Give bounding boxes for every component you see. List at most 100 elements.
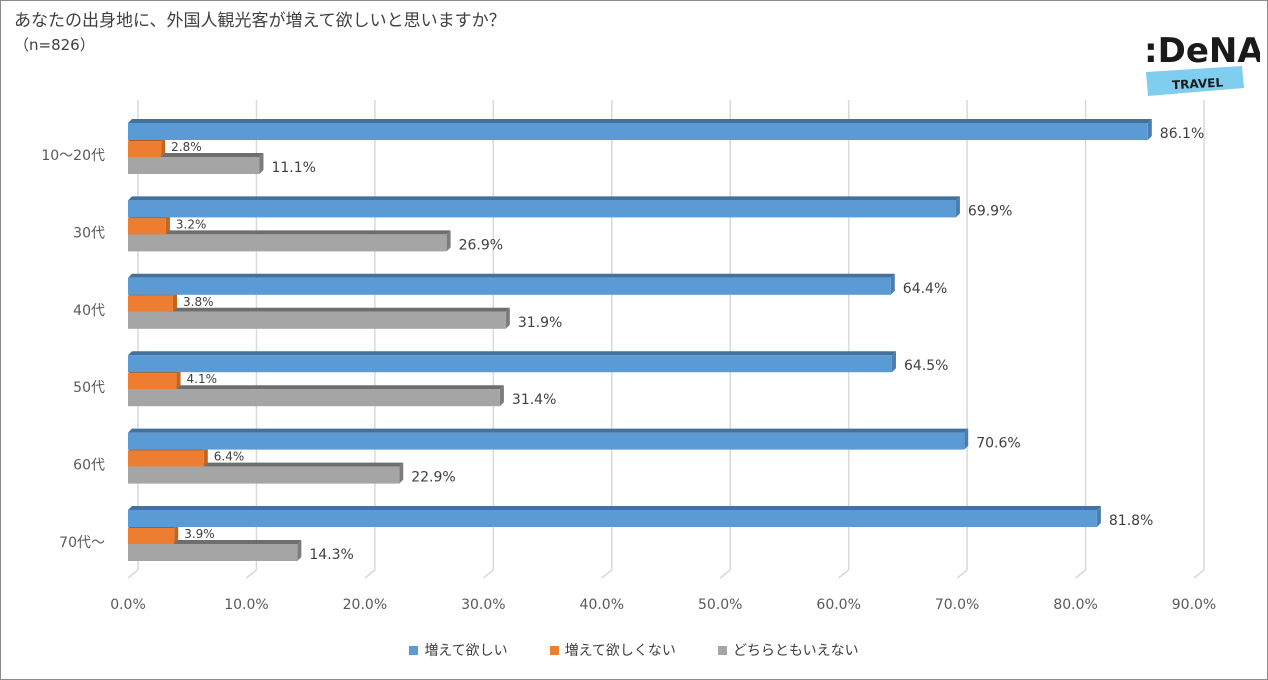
category-label: 10～20代 <box>41 148 105 164</box>
gridline-floor <box>1075 569 1087 579</box>
svg-text:TRAVEL: TRAVEL <box>1172 76 1224 93</box>
bar-top-face <box>128 506 1101 510</box>
legend: 増えて欲しい 増えて欲しくない どちらともいえない <box>0 640 1268 660</box>
svg-text::DeNA: :DeNA <box>1144 31 1260 71</box>
bar-top-face <box>128 273 895 278</box>
legend-label: どちらともいえない <box>732 643 859 659</box>
bar-top-face <box>128 351 896 356</box>
bar-4-0 <box>128 432 965 450</box>
bar-top-face <box>128 230 451 235</box>
legend-swatch <box>549 645 559 655</box>
data-label: 3.2% <box>176 217 207 231</box>
legend-swatch <box>717 645 727 655</box>
bar-2-1 <box>128 295 174 312</box>
bar-top-face <box>128 307 510 312</box>
data-label: 4.1% <box>187 372 218 386</box>
data-label: 69.9% <box>968 203 1012 219</box>
bar-top-face <box>128 428 969 433</box>
x-tick-label: 10.0% <box>224 597 268 613</box>
bar-side-face <box>176 369 181 390</box>
data-label: 3.8% <box>183 295 214 309</box>
data-label: 14.3% <box>309 547 353 563</box>
dena-travel-logo: :DeNA TRAVEL <box>1144 31 1260 96</box>
legend-item: どちらともいえない <box>717 640 859 660</box>
chart-title: あなたの出身地に、外国人観光客が増えて欲しいと思いますか？ <box>14 11 506 31</box>
gridline-floor <box>245 569 257 579</box>
bar-1-1 <box>128 218 166 235</box>
data-label: 64.5% <box>904 358 948 374</box>
gridline-floor <box>838 569 850 579</box>
gridline-floor <box>956 569 968 579</box>
gridline-floor <box>1193 569 1205 579</box>
bar-side-face <box>165 214 170 235</box>
legend-label: 増えて欲しい <box>424 643 508 659</box>
bar-5-0 <box>128 510 1097 527</box>
bar-side-face <box>505 307 510 329</box>
bar-0-2 <box>128 157 260 174</box>
data-label: 64.4% <box>903 281 947 297</box>
x-tick-label: 0.0% <box>110 597 146 613</box>
data-label: 6.4% <box>214 450 245 464</box>
x-tick-label: 70.0% <box>935 597 979 613</box>
gridline-floor <box>601 569 613 579</box>
bar-side-face <box>297 540 302 561</box>
x-tick-label: 40.0% <box>580 597 624 613</box>
bar-4-2 <box>128 466 400 484</box>
data-label: 26.9% <box>459 237 503 253</box>
data-label: 11.1% <box>271 160 315 176</box>
data-label: 22.9% <box>411 470 455 486</box>
legend-item: 増えて欲しい <box>409 640 508 660</box>
data-label: 70.6% <box>976 436 1020 452</box>
category-label: 40代 <box>73 303 105 319</box>
data-label: 81.8% <box>1109 513 1153 529</box>
bar-2-2 <box>128 311 506 329</box>
data-label: 31.9% <box>518 315 562 331</box>
bar-side-face <box>446 230 451 252</box>
x-tick-label: 80.0% <box>1053 597 1097 613</box>
bar-4-1 <box>128 450 204 467</box>
bar-side-face <box>203 446 208 467</box>
bar-side-face <box>1096 506 1101 527</box>
data-label: 31.4% <box>512 392 556 408</box>
x-tick-label: 20.0% <box>343 597 387 613</box>
bar-1-0 <box>128 200 956 218</box>
bar-side-face <box>399 462 404 484</box>
category-label: 70代～ <box>59 535 105 551</box>
legend-swatch <box>409 645 419 655</box>
x-tick-label: 30.0% <box>461 597 505 613</box>
bar-2-0 <box>128 277 891 295</box>
data-label: 2.8% <box>171 140 202 154</box>
gridline-floor <box>482 569 494 579</box>
bar-side-face <box>955 196 960 218</box>
x-tick-label: 90.0% <box>1172 597 1216 613</box>
bar-1-2 <box>128 234 447 252</box>
legend-label: 増えて欲しくない <box>564 643 676 659</box>
bar-side-face <box>964 428 969 450</box>
bar-3-2 <box>128 389 500 407</box>
data-label: 3.9% <box>184 527 215 541</box>
bar-3-0 <box>128 355 892 373</box>
bar-side-face <box>1147 119 1152 140</box>
data-label: 86.1% <box>1160 126 1204 142</box>
gridline-floor <box>364 569 376 579</box>
bar-3-1 <box>128 373 177 390</box>
gridline-floor <box>719 569 731 579</box>
bar-side-face <box>173 291 178 312</box>
x-tick-label: 50.0% <box>698 597 742 613</box>
bar-5-1 <box>128 528 175 544</box>
bar-top-face <box>128 196 960 201</box>
bar-side-face <box>499 385 504 407</box>
bar-side-face <box>174 524 179 544</box>
bar-0-1 <box>128 141 162 157</box>
chart-subtitle: （n=826） <box>14 36 95 54</box>
bar-5-2 <box>128 544 298 561</box>
bar-side-face <box>891 351 896 373</box>
bar-top-face <box>128 385 504 390</box>
x-tick-label: 60.0% <box>816 597 860 613</box>
legend-item: 増えて欲しくない <box>549 640 676 660</box>
bar-side-face <box>890 273 895 295</box>
bar-side-face <box>161 137 166 157</box>
category-label: 30代 <box>73 225 105 241</box>
bar-side-face <box>259 153 264 174</box>
